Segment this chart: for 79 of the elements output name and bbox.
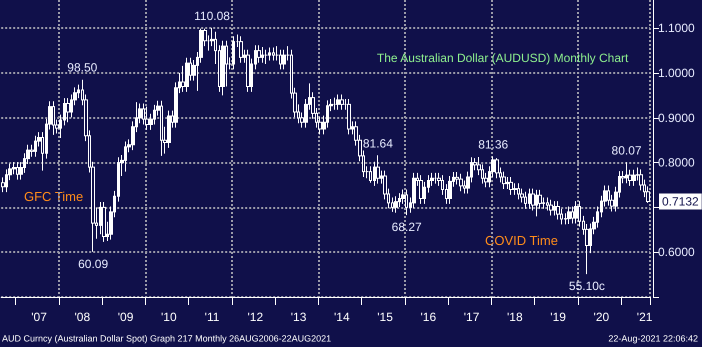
annotation: 81.64 <box>362 136 394 150</box>
x-tick-label: '16 <box>420 310 436 324</box>
candlestick <box>221 40 225 96</box>
candlestick <box>459 173 463 192</box>
candlestick <box>419 174 423 204</box>
candlestick <box>160 100 163 156</box>
x-tick-label: '14 <box>334 310 350 324</box>
candlestick <box>517 182 520 200</box>
candlestick <box>232 36 235 70</box>
x-tick-label: '15 <box>377 310 394 324</box>
x-tick-label: '13 <box>290 310 307 324</box>
candlestick <box>528 188 531 210</box>
x-tick-label: '07 <box>31 310 48 324</box>
annotation: 60.09 <box>78 256 108 271</box>
candlestick <box>509 176 513 196</box>
annotation: 98.50 <box>67 60 98 75</box>
annotation: 81.36 <box>478 138 509 152</box>
candlestick <box>145 106 149 130</box>
text: AUD Curncy (Australian Dollar Spot) Graph 217 Monthly 26AUG2006-22AUG2021 <box>2 334 332 344</box>
candlestick <box>185 57 189 92</box>
candlestick <box>574 200 578 224</box>
x-tick-label: '19 <box>550 310 566 324</box>
candlestick <box>66 98 70 123</box>
x-tick-label: '09 <box>118 310 134 324</box>
candlestick <box>333 97 336 110</box>
candlestick <box>495 158 499 179</box>
candlestick <box>34 135 37 158</box>
x-tick-label: '10 <box>160 310 177 324</box>
annotation: 55.10c <box>568 279 605 294</box>
y-tick-label: 0.8000 <box>658 156 696 170</box>
annotation: COVID Time <box>485 233 558 248</box>
candlestick <box>632 169 636 186</box>
x-tick-label: '20 <box>594 310 610 324</box>
y-tick-label: 1.0000 <box>658 66 696 80</box>
text: 0.7132 <box>662 194 700 208</box>
candlestick <box>340 94 344 110</box>
candlestick <box>434 172 437 184</box>
annotation: 110.08 <box>194 8 230 23</box>
annotation: 68.27 <box>392 220 422 234</box>
candlestick <box>272 46 275 61</box>
candlestick <box>16 162 19 180</box>
candlestick <box>412 172 416 209</box>
x-tick-label: '17 <box>464 310 480 324</box>
candlestick <box>524 191 527 210</box>
x-tick-label: '11 <box>204 310 220 324</box>
candlestick <box>268 46 271 61</box>
y-tick-label: 0.9000 <box>658 110 696 125</box>
text: 22-Aug-2021 22:06:42 <box>608 334 698 344</box>
candlestick <box>336 94 340 110</box>
candlestick <box>535 189 538 217</box>
candlestick <box>239 36 243 64</box>
candlestick <box>394 196 398 214</box>
x-tick-label: '21 <box>636 310 653 324</box>
y-tick-label: 1.1000 <box>658 21 696 36</box>
candlestick <box>369 166 372 184</box>
candlestick <box>549 199 553 216</box>
candlestick <box>261 46 264 64</box>
candlestick <box>102 202 106 242</box>
candlestick <box>282 49 286 70</box>
candlestick <box>567 206 571 224</box>
candlestick <box>279 49 282 70</box>
candlestick <box>376 154 380 184</box>
y-tick-label: 0.6000 <box>658 245 696 260</box>
candlestick <box>448 176 452 204</box>
candlestick <box>124 141 127 172</box>
candlestick <box>264 49 268 65</box>
candlestick <box>625 162 628 184</box>
annotation: 80.07 <box>612 143 642 158</box>
candlestick <box>502 171 506 190</box>
candlestick <box>553 200 556 216</box>
candlestick <box>546 197 549 212</box>
candlestick <box>347 98 351 135</box>
candlestick <box>52 100 55 136</box>
x-tick-label: '18 <box>507 310 523 324</box>
x-tick-label: '12 <box>247 310 264 324</box>
candlestick <box>246 49 250 92</box>
candlestick <box>405 188 408 216</box>
text: The Australian Dollar (AUDUSD) Monthly Chart <box>376 51 630 65</box>
x-tick-label: '08 <box>74 310 90 324</box>
